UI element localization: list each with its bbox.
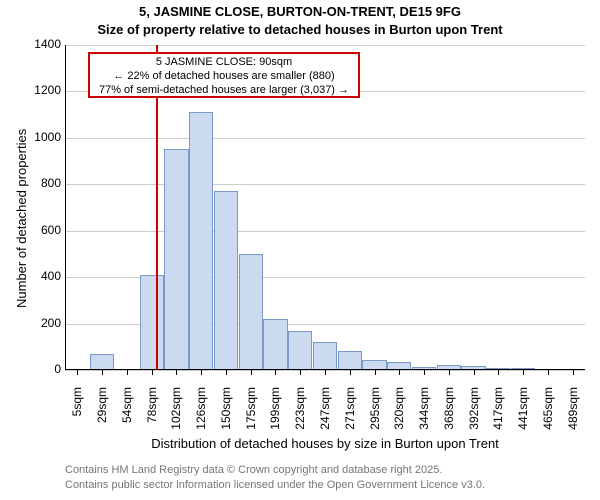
- credits-line-1: Contains HM Land Registry data © Crown c…: [65, 464, 442, 476]
- x-tick-label: 441sqm: [516, 387, 530, 437]
- x-tick-mark: [325, 370, 326, 375]
- chart-title: 5, JASMINE CLOSE, BURTON-ON-TRENT, DE15 …: [0, 4, 600, 19]
- x-tick-mark: [399, 370, 400, 375]
- x-tick-label: 175sqm: [244, 387, 258, 437]
- histogram-bar: [288, 331, 312, 370]
- x-tick-label: 465sqm: [541, 387, 555, 437]
- x-axis-label: Distribution of detached houses by size …: [65, 436, 585, 451]
- y-tick-label: 200: [27, 316, 61, 330]
- x-tick-mark: [226, 370, 227, 375]
- gridline: [65, 45, 585, 46]
- x-tick-mark: [152, 370, 153, 375]
- x-tick-label: 150sqm: [219, 387, 233, 437]
- x-tick-mark: [102, 370, 103, 375]
- chart-subtitle: Size of property relative to detached ho…: [0, 22, 600, 37]
- x-tick-mark: [498, 370, 499, 375]
- x-tick-label: 417sqm: [491, 387, 505, 437]
- x-tick-label: 102sqm: [169, 387, 183, 437]
- x-tick-label: 344sqm: [417, 387, 431, 437]
- credits-line-2: Contains public sector information licen…: [65, 479, 485, 491]
- x-tick-mark: [201, 370, 202, 375]
- gridline: [65, 138, 585, 139]
- x-tick-label: 223sqm: [293, 387, 307, 437]
- x-tick-mark: [449, 370, 450, 375]
- y-tick-label: 1400: [27, 37, 61, 51]
- x-tick-mark: [573, 370, 574, 375]
- x-tick-mark: [176, 370, 177, 375]
- y-tick-label: 400: [27, 269, 61, 283]
- x-tick-label: 271sqm: [343, 387, 357, 437]
- histogram-bar: [313, 342, 337, 370]
- x-tick-label: 320sqm: [392, 387, 406, 437]
- callout-line-2: ← 22% of detached houses are smaller (88…: [94, 70, 354, 84]
- x-tick-label: 368sqm: [442, 387, 456, 437]
- x-tick-label: 489sqm: [566, 387, 580, 437]
- histogram-bar: [263, 319, 287, 370]
- x-tick-label: 126sqm: [194, 387, 208, 437]
- x-tick-mark: [77, 370, 78, 375]
- gridline: [65, 231, 585, 232]
- callout-line-3: 77% of semi-detached houses are larger (…: [94, 84, 354, 98]
- y-tick-label: 0: [27, 362, 61, 376]
- x-tick-label: 295sqm: [368, 387, 382, 437]
- histogram-bar: [338, 351, 362, 370]
- x-tick-mark: [127, 370, 128, 375]
- x-tick-mark: [375, 370, 376, 375]
- x-tick-label: 29sqm: [95, 387, 109, 437]
- histogram-bar: [189, 112, 213, 370]
- x-tick-mark: [350, 370, 351, 375]
- y-tick-label: 1200: [27, 83, 61, 97]
- x-tick-mark: [300, 370, 301, 375]
- x-tick-label: 199sqm: [268, 387, 282, 437]
- y-tick-label: 1000: [27, 130, 61, 144]
- x-tick-mark: [251, 370, 252, 375]
- callout-line-1: 5 JASMINE CLOSE: 90sqm: [94, 56, 354, 70]
- histogram-bar: [164, 149, 188, 370]
- histogram-bar: [239, 254, 263, 370]
- histogram-bar: [140, 275, 164, 370]
- x-tick-mark: [548, 370, 549, 375]
- x-tick-mark: [424, 370, 425, 375]
- y-tick-label: 600: [27, 223, 61, 237]
- y-axis-line: [65, 45, 66, 370]
- x-tick-label: 54sqm: [120, 387, 134, 437]
- x-tick-mark: [523, 370, 524, 375]
- x-tick-label: 392sqm: [467, 387, 481, 437]
- histogram-bar: [90, 354, 114, 370]
- x-tick-label: 78sqm: [145, 387, 159, 437]
- y-tick-label: 800: [27, 176, 61, 190]
- x-tick-mark: [275, 370, 276, 375]
- x-tick-label: 247sqm: [318, 387, 332, 437]
- x-tick-label: 5sqm: [70, 387, 84, 437]
- gridline: [65, 184, 585, 185]
- x-tick-mark: [474, 370, 475, 375]
- callout-box: 5 JASMINE CLOSE: 90sqm ← 22% of detached…: [88, 52, 360, 98]
- histogram-bar: [214, 191, 238, 370]
